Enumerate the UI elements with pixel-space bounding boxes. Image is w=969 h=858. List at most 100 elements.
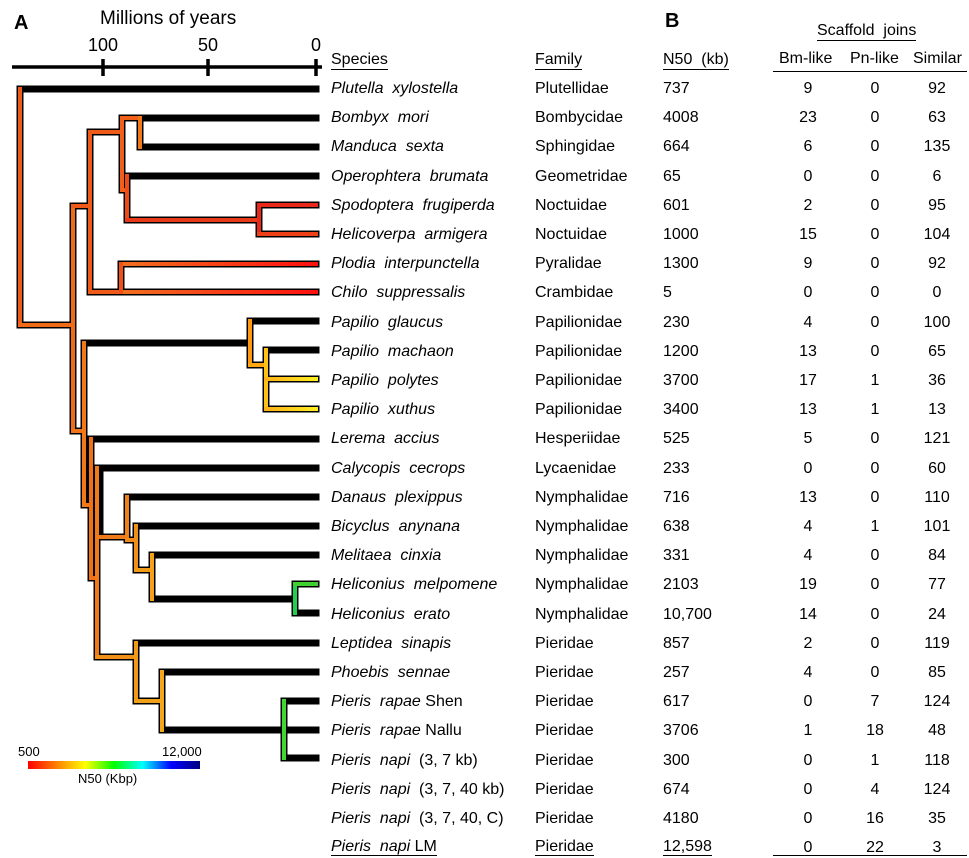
table-row: Danaus plexippus Nymphalidae 716 13 0 110 <box>0 488 969 508</box>
bm-like-cell: 17 <box>799 372 817 389</box>
similar-cell: 101 <box>923 518 951 535</box>
species-binomial: Spodoptera frugiperda <box>331 197 495 214</box>
n50-cell: 2103 <box>663 576 699 593</box>
pn-like-cell: 0 <box>870 460 880 477</box>
species-name: Phoebis sennae <box>331 663 450 683</box>
pn-like-cell: 1 <box>870 372 880 389</box>
similar-cell: 0 <box>932 284 942 301</box>
n50-cell: 233 <box>663 460 690 477</box>
species-binomial: Leptidea sinapis <box>331 635 452 652</box>
n50-cell: 674 <box>663 781 690 798</box>
species-header: Species <box>331 51 388 70</box>
species-binomial: Pieris napi <box>331 810 411 827</box>
pn-like-cell: 0 <box>870 168 880 185</box>
bm-like-header: Bm-like <box>779 50 833 67</box>
pn-like-cell: 0 <box>870 314 880 331</box>
bm-like-cell: 0 <box>803 810 813 827</box>
family-cell: Noctuidae <box>535 226 608 243</box>
bm-like-cell: 2 <box>803 635 813 652</box>
table-row: Heliconius melpomene Nymphalidae 2103 19 0 77 <box>0 575 969 595</box>
pn-like-cell: 18 <box>866 722 884 739</box>
species-binomial: Manduca sexta <box>331 138 444 155</box>
species-suffix: LM <box>410 838 437 855</box>
n50-cell: 4180 <box>663 810 699 827</box>
bm-like-cell: 4 <box>803 664 813 681</box>
similar-cell: 92 <box>928 255 946 272</box>
scaffold-joins-header: Scaffold joins <box>817 22 917 41</box>
similar-cell: 104 <box>923 226 951 243</box>
n50-cell: 638 <box>663 518 690 535</box>
pn-like-cell: 0 <box>870 430 880 447</box>
table-bottom-rule <box>773 855 967 856</box>
species-binomial: Pieris napi <box>331 838 411 855</box>
table-row: Bombyx mori Bombycidae 4008 23 0 63 <box>0 108 969 128</box>
similar-cell: 48 <box>928 722 946 739</box>
family-cell: Pieridae <box>535 635 594 652</box>
bm-like-cell: 0 <box>803 168 813 185</box>
species-suffix: (3, 7, 40 kb) <box>410 781 505 798</box>
table-row: Leptidea sinapis Pieridae 857 2 0 119 <box>0 634 969 654</box>
family-header: Family <box>535 51 583 70</box>
n50-cell: 3700 <box>663 372 699 389</box>
similar-cell: 84 <box>928 547 946 564</box>
species-binomial: Phoebis sennae <box>331 664 451 681</box>
axis-tick-label-50: 50 <box>197 35 219 55</box>
n50-cell: 3706 <box>663 722 699 739</box>
similar-cell: 63 <box>928 109 946 126</box>
pn-like-cell: 0 <box>870 80 880 97</box>
species-binomial: Papilio polytes <box>331 372 439 389</box>
species-binomial: Bombyx mori <box>331 109 429 126</box>
similar-cell: 60 <box>928 460 946 477</box>
bm-like-cell: 4 <box>803 518 813 535</box>
pn-like-cell: 0 <box>870 606 880 623</box>
family-cell: Pyralidae <box>535 255 602 272</box>
species-binomial: Bicyclus anynana <box>331 518 460 535</box>
n50-cell: 601 <box>663 197 690 214</box>
species-name: Pieris napi LM <box>331 838 437 856</box>
species-name: Calycopis cecrops <box>331 459 465 479</box>
pn-like-cell: 7 <box>870 693 880 710</box>
family-cell: Pieridae <box>535 693 594 710</box>
pn-like-cell: 0 <box>870 109 880 126</box>
species-name: Danaus plexippus <box>331 488 463 508</box>
species-name: Helicoverpa armigera <box>331 225 488 245</box>
pn-like-cell: 0 <box>870 255 880 272</box>
pn-like-cell: 0 <box>870 343 880 360</box>
species-binomial: Operophtera brumata <box>331 168 489 185</box>
pn-like-cell: 0 <box>870 576 880 593</box>
phylogenetic-tree <box>12 59 322 762</box>
species-binomial: Heliconius melpomene <box>331 576 498 593</box>
bm-like-cell: 4 <box>803 314 813 331</box>
species-binomial: Plutella xylostella <box>331 80 459 97</box>
species-binomial: Danaus plexippus <box>331 489 463 506</box>
species-binomial: Helicoverpa armigera <box>331 226 488 243</box>
bm-like-cell: 0 <box>803 460 813 477</box>
species-binomial: Papilio glaucus <box>331 314 444 331</box>
table-row: Heliconius erato Nymphalidae 10,700 14 0 24 <box>0 605 969 625</box>
bm-like-cell: 14 <box>799 606 817 623</box>
tree-branches-outline <box>16 85 320 762</box>
n50-cell: 617 <box>663 693 690 710</box>
bm-like-cell: 0 <box>803 839 813 856</box>
family-cell: Pieridae <box>535 838 594 856</box>
family-cell: Papilionidae <box>535 314 623 331</box>
n50-cell: 525 <box>663 430 690 447</box>
table-row: Manduca sexta Sphingidae 664 6 0 135 <box>0 137 969 157</box>
family-cell: Papilionidae <box>535 401 623 418</box>
axis-tick-label-100: 100 <box>87 35 119 55</box>
n50-cell: 1300 <box>663 255 699 272</box>
family-cell: Hesperiidae <box>535 430 621 447</box>
scaffold-header-rule <box>773 71 967 72</box>
table-row: Melitaea cinxia Nymphalidae 331 4 0 84 <box>0 546 969 566</box>
table-row: Chilo suppressalis Crambidae 5 0 0 0 <box>0 283 969 303</box>
n50-cell: 12,598 <box>663 838 712 856</box>
n50-cell: 300 <box>663 752 690 769</box>
similar-cell: 135 <box>923 138 951 155</box>
n50-cell: 1000 <box>663 226 699 243</box>
pn-like-cell: 1 <box>870 752 880 769</box>
species-name: Leptidea sinapis <box>331 634 451 654</box>
species-binomial: Pieris napi <box>331 752 411 769</box>
pn-like-header: Pn-like <box>850 50 899 67</box>
family-cell: Bombycidae <box>535 109 624 126</box>
table-row: Papilio glaucus Papilionidae 230 4 0 100 <box>0 313 969 333</box>
